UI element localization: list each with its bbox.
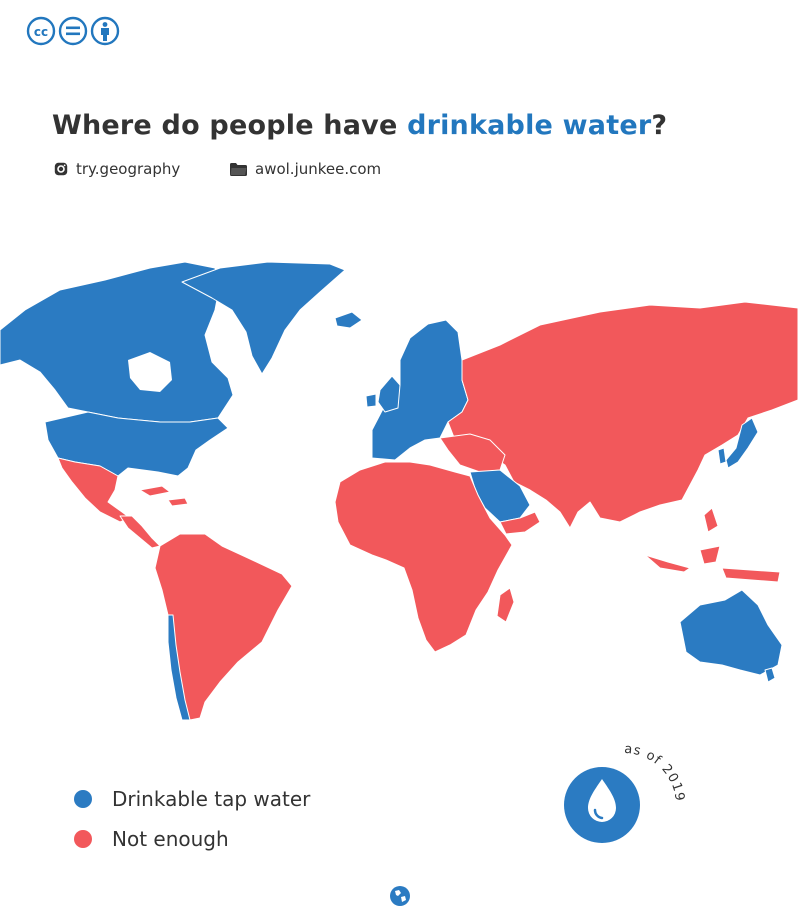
map-region-canada-alaska bbox=[0, 261, 234, 423]
page-title: Where do people have drinkable water? bbox=[52, 110, 667, 141]
title-suffix: ? bbox=[651, 110, 668, 141]
title-prefix: Where do people have bbox=[52, 110, 408, 141]
map-region-uk-ireland bbox=[365, 375, 401, 413]
credit-instagram: try.geography bbox=[54, 160, 180, 178]
legend-item-not-enough: Not enough bbox=[74, 824, 310, 854]
map-region-iceland bbox=[334, 311, 363, 329]
legend-label-not-enough: Not enough bbox=[112, 827, 229, 851]
map-region-south-korea bbox=[717, 447, 727, 465]
credit-website-text: awol.junkee.com bbox=[255, 160, 382, 178]
map-region-yemen-oman bbox=[499, 511, 541, 535]
credit-website: awol.junkee.com bbox=[230, 160, 381, 178]
legend-label-drinkable: Drinkable tap water bbox=[112, 787, 311, 811]
map-region-caribbean bbox=[139, 485, 189, 507]
as-of-badge: as of 2019 bbox=[564, 742, 686, 843]
instagram-icon bbox=[54, 162, 68, 176]
map-region-hudson-bay bbox=[128, 352, 172, 392]
map-region-australia bbox=[679, 589, 783, 676]
globe-icon bbox=[390, 886, 410, 906]
creative-commons-icon: cc bbox=[26, 16, 56, 46]
map-region-greenland bbox=[181, 261, 346, 375]
no-derivatives-icon bbox=[58, 16, 88, 46]
legend-swatch-drinkable bbox=[74, 790, 92, 808]
legend-item-drinkable: Drinkable tap water bbox=[74, 784, 310, 814]
credit-instagram-text: try.geography bbox=[76, 160, 181, 178]
map-region-new-zealand bbox=[764, 667, 776, 683]
legend-swatch-not-enough bbox=[74, 830, 92, 848]
title-highlight: drinkable water bbox=[407, 110, 652, 141]
map-region-chile bbox=[167, 614, 191, 721]
map-region-mexico bbox=[57, 457, 131, 523]
folder-icon bbox=[230, 162, 247, 176]
map-region-madagascar bbox=[496, 587, 515, 623]
water-drop-icon bbox=[564, 767, 640, 843]
map-region-africa bbox=[334, 461, 513, 653]
svg-text:cc: cc bbox=[34, 25, 48, 39]
map-region-indonesia bbox=[644, 507, 781, 583]
license-badges: cc bbox=[26, 16, 120, 46]
map-region-central-america bbox=[119, 515, 161, 549]
attribution-icon bbox=[90, 16, 120, 46]
map-region-japan bbox=[725, 417, 759, 469]
world-map bbox=[0, 261, 799, 721]
legend: Drinkable tap water Not enough bbox=[74, 784, 310, 864]
